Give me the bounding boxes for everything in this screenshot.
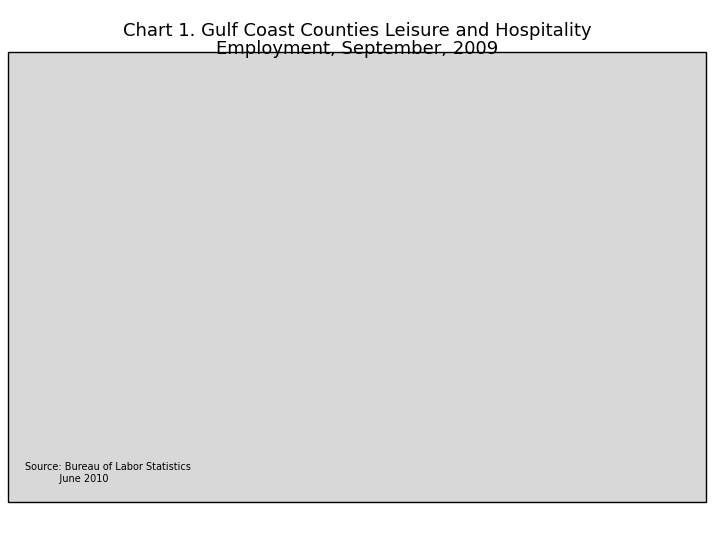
Bar xyxy=(8,52,706,502)
Text: Source: Bureau of Labor Statistics
           June 2010: Source: Bureau of Labor Statistics June … xyxy=(25,462,191,484)
Text: Chart 1. Gulf Coast Counties Leisure and Hospitality: Chart 1. Gulf Coast Counties Leisure and… xyxy=(123,22,591,40)
Text: Employment, September, 2009: Employment, September, 2009 xyxy=(216,40,498,58)
